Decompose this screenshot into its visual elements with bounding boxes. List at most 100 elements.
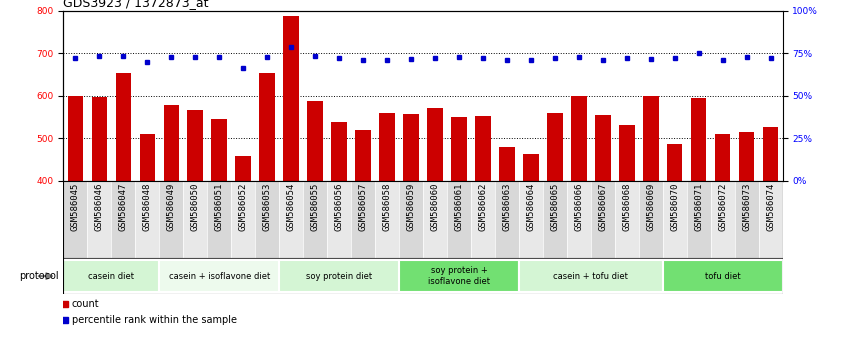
Bar [451,117,467,350]
Bar [279,181,303,258]
Bar [184,181,207,258]
Bar [447,181,471,258]
Bar [495,181,519,258]
Text: casein + isoflavone diet: casein + isoflavone diet [168,272,270,281]
Text: casein diet: casein diet [88,272,135,281]
Text: GSM586051: GSM586051 [215,183,223,231]
Bar [427,108,442,350]
Text: GSM586052: GSM586052 [239,183,248,231]
Bar [327,181,351,258]
Text: soy protein +
isoflavone diet: soy protein + isoflavone diet [428,267,490,286]
Bar [63,260,159,292]
Bar [619,125,634,350]
Bar [543,181,567,258]
Bar [279,260,399,292]
Bar [547,113,563,350]
Bar [759,181,783,258]
Text: count: count [72,299,100,309]
Bar [567,181,591,258]
Bar [140,134,155,350]
Text: GSM586066: GSM586066 [574,183,583,231]
Bar [355,130,371,350]
Bar [68,96,83,350]
Bar [91,97,107,350]
Text: percentile rank within the sample: percentile rank within the sample [72,315,237,325]
Bar [423,181,447,258]
Text: GSM586047: GSM586047 [119,183,128,231]
Bar [303,181,327,258]
Text: GSM586063: GSM586063 [503,183,511,231]
Text: GSM586073: GSM586073 [742,183,751,231]
Text: GSM586070: GSM586070 [670,183,679,231]
Bar [739,132,755,350]
Text: GSM586057: GSM586057 [359,183,367,231]
Bar [87,181,112,258]
Text: GSM586054: GSM586054 [287,183,295,231]
Bar [112,181,135,258]
Bar [188,110,203,350]
Bar [519,181,543,258]
Bar [687,181,711,258]
Bar [667,144,683,350]
Bar [255,181,279,258]
Bar [404,114,419,350]
Text: GSM586053: GSM586053 [263,183,272,231]
Bar [159,260,279,292]
Bar [639,181,662,258]
Bar [399,260,519,292]
Text: GSM586049: GSM586049 [167,183,176,231]
Text: GDS3923 / 1372873_at: GDS3923 / 1372873_at [63,0,209,10]
Text: GSM586067: GSM586067 [598,183,607,231]
Bar [135,181,159,258]
Bar [207,181,231,258]
Text: GSM586065: GSM586065 [551,183,559,231]
Bar [711,181,734,258]
Bar [763,127,778,350]
Text: GSM586071: GSM586071 [695,183,703,231]
Bar [715,134,730,350]
Text: GSM586069: GSM586069 [646,183,655,231]
Bar [643,96,658,350]
Text: GSM586050: GSM586050 [191,183,200,231]
Bar [116,73,131,350]
Bar [471,181,495,258]
Bar [379,113,395,350]
Bar [615,181,639,258]
Bar [375,181,399,258]
Bar [231,181,255,258]
Bar [63,181,87,258]
Bar [591,181,615,258]
Bar [332,122,347,350]
Bar [235,156,251,350]
Text: tofu diet: tofu diet [705,272,740,281]
Bar [595,115,611,350]
Bar [734,181,759,258]
Bar [260,74,275,350]
Text: GSM586074: GSM586074 [766,183,775,231]
Bar [212,119,227,350]
Text: GSM586045: GSM586045 [71,183,80,231]
Text: GSM586058: GSM586058 [382,183,392,231]
Text: GSM586062: GSM586062 [479,183,487,231]
Bar [159,181,184,258]
Bar [691,98,706,350]
Text: GSM586064: GSM586064 [526,183,536,231]
Bar [571,96,586,350]
Bar [163,105,179,350]
Text: GSM586060: GSM586060 [431,183,439,231]
Text: GSM586059: GSM586059 [407,183,415,231]
Text: GSM586068: GSM586068 [623,183,631,231]
Bar [283,16,299,350]
Bar [307,101,323,350]
Text: casein + tofu diet: casein + tofu diet [553,272,629,281]
Bar [499,147,514,350]
Bar [523,154,539,350]
Text: soy protein diet: soy protein diet [306,272,372,281]
Bar [519,260,662,292]
Bar [662,260,783,292]
Text: GSM586061: GSM586061 [454,183,464,231]
Text: GSM586072: GSM586072 [718,183,727,231]
Bar [399,181,423,258]
Text: protocol: protocol [19,271,59,281]
Text: GSM586048: GSM586048 [143,183,151,231]
